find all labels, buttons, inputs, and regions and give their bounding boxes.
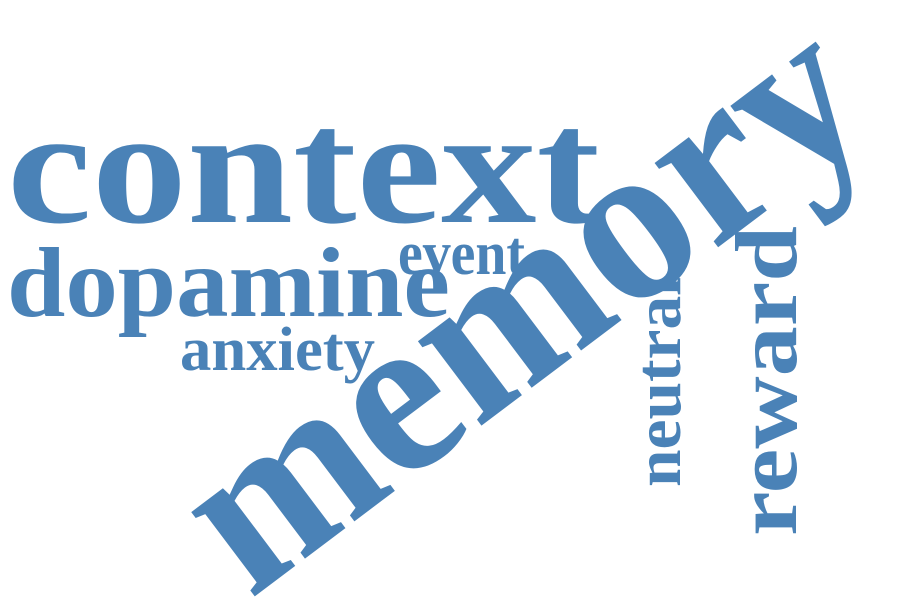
word-reward: reward — [719, 226, 816, 536]
word-anxiety: anxiety — [180, 316, 375, 384]
word-dopamine: dopamine — [7, 227, 450, 338]
word-context: context — [7, 75, 600, 258]
word-event: event — [398, 220, 525, 288]
word-neutral: neutral — [622, 277, 695, 487]
